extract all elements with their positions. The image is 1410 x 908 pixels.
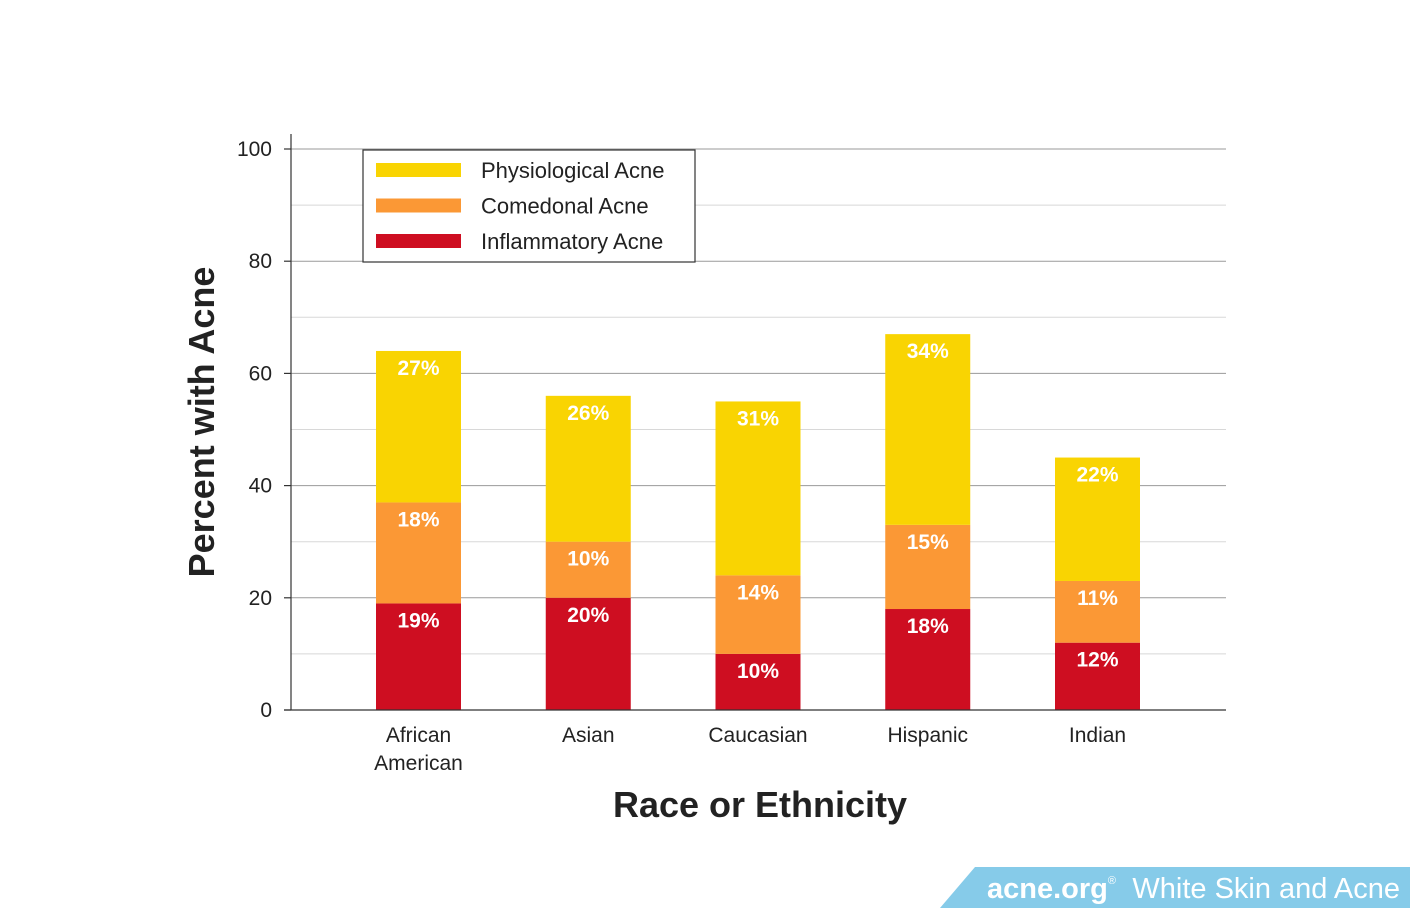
bar-segment-physiological-acne — [885, 334, 971, 525]
y-tick-label: 80 — [249, 250, 272, 273]
data-label: 10% — [567, 548, 609, 571]
x-category-label: Caucasian — [708, 724, 807, 747]
x-category-label: African American — [374, 724, 463, 775]
data-label: 31% — [737, 407, 779, 430]
legend-label: Inflammatory Acne — [481, 229, 663, 254]
legend-label: Physiological Acne — [481, 158, 664, 183]
banner-brand: acne.org® — [987, 873, 1116, 905]
x-category-line: American — [374, 752, 463, 775]
bar-segment-physiological-acne — [376, 350, 461, 503]
banner-title: White Skin and Acne — [1132, 873, 1400, 905]
x-category-label: Indian — [1069, 724, 1126, 747]
data-label: 15% — [907, 531, 949, 554]
site-banner: acne.org® White Skin and Acne — [940, 867, 1410, 908]
x-category-line: Indian — [1069, 724, 1126, 747]
y-tick-label: 0 — [260, 699, 272, 722]
y-tick-labels: 0 20 40 60 80 100 — [237, 138, 272, 722]
data-label: 19% — [397, 609, 439, 632]
bar-segment-inflammatory-acne — [885, 609, 971, 710]
x-category-labels: African American Asian Caucasian Hispanic Ind… — [374, 724, 1126, 775]
legend-label: Comedonal Acne — [481, 194, 649, 219]
y-tick-label: 40 — [249, 475, 272, 498]
legend-swatch — [376, 234, 461, 248]
x-category-label: Hispanic — [887, 724, 968, 747]
y-tick-label: 20 — [249, 587, 272, 610]
y-tick-label: 100 — [237, 138, 272, 161]
data-label: 20% — [567, 604, 609, 627]
legend-swatch — [376, 163, 461, 177]
bar-segment-comedonal-acne — [376, 502, 461, 604]
bar-segment-comedonal-acne — [545, 541, 631, 598]
bar-segment-inflammatory-acne — [376, 603, 461, 710]
x-category-label: Asian — [562, 724, 615, 747]
brand-name: acne.org — [987, 873, 1108, 905]
data-label: 22% — [1076, 464, 1118, 487]
x-category-line: Asian — [562, 724, 615, 747]
bar-segment-inflammatory-acne — [715, 653, 801, 710]
data-label: 12% — [1076, 649, 1118, 672]
x-axis-title: Race or Ethnicity — [613, 784, 907, 825]
legend: Physiological Acne Comedonal Acne Inflamma… — [362, 149, 696, 263]
bar-segment-physiological-acne — [545, 395, 631, 542]
bars: 19% 18% 27% 20% 10% 26% 10% 14% 31% 18% 15% 34% 12% 1… — [376, 334, 1140, 710]
data-label: 14% — [737, 581, 779, 604]
bar-segment-comedonal-acne — [1055, 580, 1140, 643]
data-label: 18% — [907, 615, 949, 638]
bar-segment-physiological-acne — [715, 401, 801, 576]
x-category-line: Caucasian — [708, 724, 807, 747]
y-axis-title: Percent with Acne — [181, 267, 222, 578]
registered-mark: ® — [1108, 875, 1116, 887]
bar-segment-comedonal-acne — [715, 575, 801, 654]
data-label: 27% — [397, 357, 439, 380]
data-label: 34% — [907, 340, 949, 363]
data-label: 18% — [397, 508, 439, 531]
legend-swatch — [376, 198, 461, 213]
bar-segment-comedonal-acne — [885, 524, 971, 610]
data-label: 10% — [737, 660, 779, 683]
data-label: 11% — [1077, 587, 1118, 610]
axes — [284, 134, 1226, 711]
x-category-line: African — [386, 724, 451, 747]
data-label: 26% — [567, 402, 609, 425]
bar-segment-physiological-acne — [1055, 457, 1140, 581]
y-tick-label: 60 — [249, 362, 272, 385]
x-category-line: Hispanic — [887, 724, 968, 747]
bar-segment-inflammatory-acne — [1055, 642, 1140, 710]
bar-segment-inflammatory-acne — [545, 597, 631, 710]
banner-background — [940, 867, 1410, 908]
